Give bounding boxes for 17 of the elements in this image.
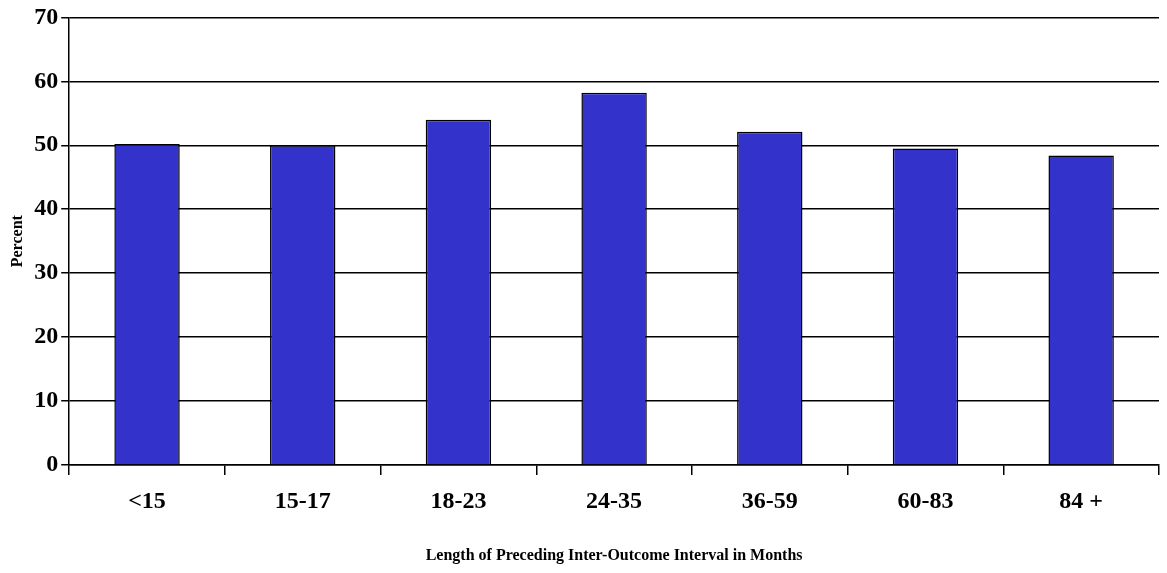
y-tick-label: 30 bbox=[34, 258, 59, 285]
x-tick-label: 18-23 bbox=[430, 486, 487, 513]
x-tick-label: 60-83 bbox=[897, 486, 954, 513]
y-tick-label: 10 bbox=[34, 386, 59, 413]
x-tick-label: 24-35 bbox=[586, 486, 643, 513]
x-tick-label: 84 + bbox=[1059, 486, 1103, 513]
y-axis-title: Percent bbox=[7, 214, 25, 268]
y-tick-label: 20 bbox=[34, 322, 59, 349]
x-tick-label: 15-17 bbox=[274, 486, 331, 513]
y-tick-label: 60 bbox=[34, 66, 59, 93]
x-tick-label: <15 bbox=[128, 486, 166, 513]
y-tick-label: 0 bbox=[46, 450, 59, 477]
y-tick-label: 50 bbox=[34, 130, 59, 157]
x-tick-label: 36-59 bbox=[741, 486, 798, 513]
y-tick-label: 40 bbox=[34, 194, 59, 221]
x-axis-title: Length of Preceding Inter-Outcome Interval in Months bbox=[425, 545, 803, 564]
y-tick-label: 70 bbox=[34, 2, 59, 29]
